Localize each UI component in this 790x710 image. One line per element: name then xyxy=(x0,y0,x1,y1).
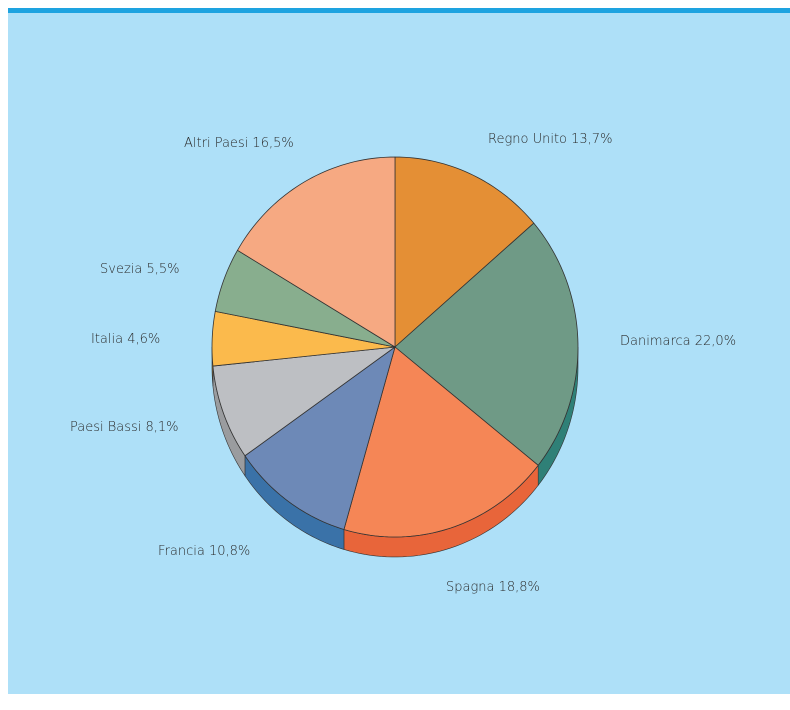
label-danimarca: Danimarca 22,0% xyxy=(620,334,736,349)
pie-slice-altri-paesi xyxy=(237,156,396,348)
pie-slices xyxy=(211,156,579,538)
label-svezia: Svezia 5,5% xyxy=(100,262,180,277)
pie-slice-svezia xyxy=(214,249,396,348)
pie-labels: Regno Unito 13,7% Danimarca 22,0% Spagna 1… xyxy=(70,132,736,595)
label-regno-unito: Regno Unito 13,7% xyxy=(488,132,612,147)
label-paesi-bassi: Paesi Bassi 8,1% xyxy=(70,420,179,435)
pie-slice-danimarca xyxy=(394,222,579,466)
label-spagna: Spagna 18,8% xyxy=(446,580,540,595)
pie-slice-spagna xyxy=(343,346,539,538)
pie-slice-francia xyxy=(244,346,396,530)
top-accent-rule xyxy=(8,8,790,13)
pie-slice-regno-unito xyxy=(394,156,535,348)
label-altri-paesi: Altri Paesi 16,5% xyxy=(184,136,294,151)
label-francia: Francia 10,8% xyxy=(158,544,250,559)
pie-slice-paesi-bassi xyxy=(212,346,396,457)
pie-slice-italia xyxy=(211,311,396,367)
label-italia: Italia 4,6% xyxy=(91,332,160,347)
